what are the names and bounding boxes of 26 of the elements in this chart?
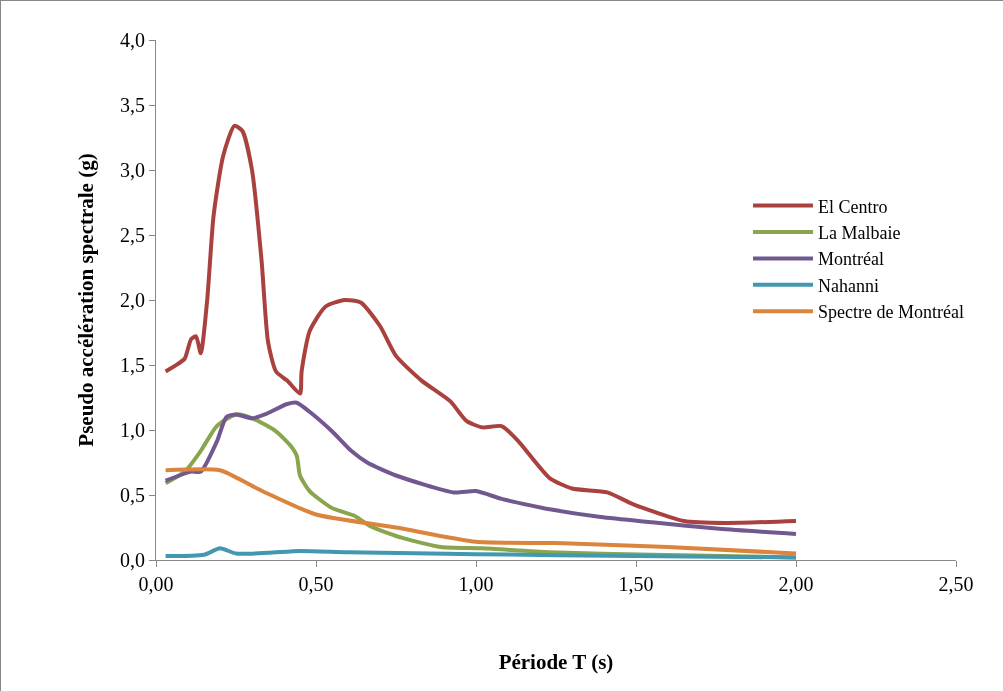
legend-label: Nahanni	[818, 275, 879, 296]
y-tick-label: 3,5	[120, 94, 145, 116]
y-tick-label: 1,0	[120, 419, 145, 441]
legend-label: Spectre de Montréal	[818, 302, 964, 323]
line-series	[163, 546, 798, 560]
y-tick-label: 3,0	[120, 159, 145, 181]
line-series	[163, 400, 798, 536]
legend-label: La Malbaie	[818, 223, 901, 244]
y-tick-label: 0,0	[120, 549, 145, 571]
line-series	[163, 467, 798, 556]
x-tick-label: 0,50	[298, 573, 334, 595]
legend-label: Montréal	[818, 249, 884, 270]
x-tick-label: 0,00	[138, 573, 174, 595]
y-tick-label: 1,5	[120, 354, 145, 376]
x-tick-label: 2,00	[778, 573, 814, 595]
x-tick-label: 1,50	[618, 573, 654, 595]
y-tick-label: 2,5	[120, 224, 145, 246]
line-series	[163, 123, 798, 525]
x-tick-label: 1,00	[458, 573, 494, 595]
x-axis-title: Période T (s)	[498, 650, 614, 675]
y-tick-label: 0,5	[120, 484, 145, 506]
y-tick-label: 4,0	[120, 29, 145, 51]
y-tick-label: 2,0	[120, 289, 145, 311]
y-axis-title: Pseudo accélération spectrale (g)	[74, 153, 99, 447]
x-tick-label: 2,50	[938, 573, 974, 595]
legend-label: El Centro	[818, 196, 888, 217]
